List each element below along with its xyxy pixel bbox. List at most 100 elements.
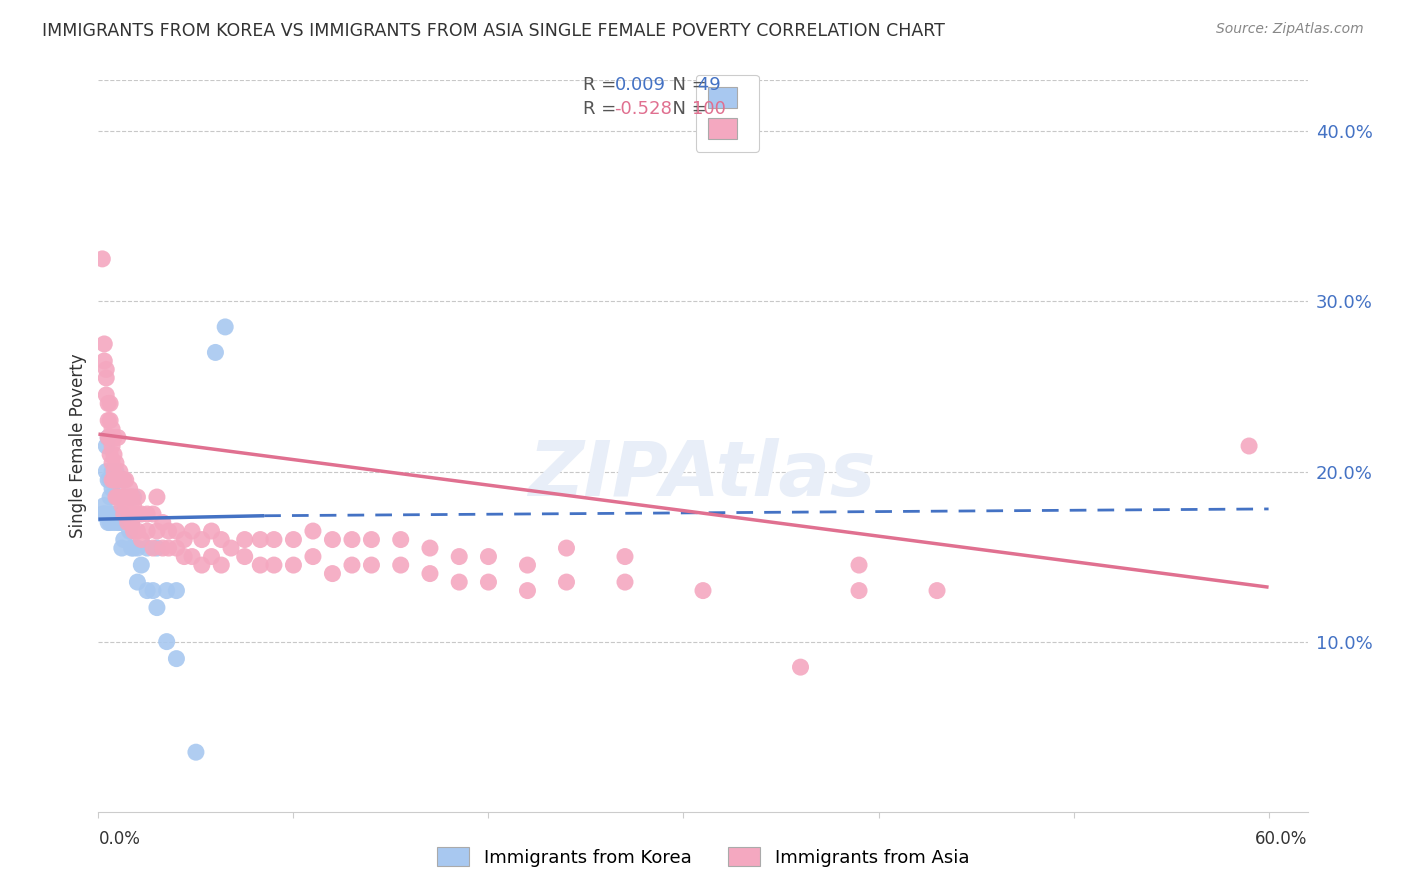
Point — [146, 600, 169, 615]
Point — [122, 490, 145, 504]
Point — [111, 541, 134, 555]
Point — [263, 558, 285, 572]
Point — [214, 320, 236, 334]
Point — [93, 354, 115, 368]
Point — [157, 524, 180, 538]
Point — [96, 388, 118, 402]
Point — [112, 533, 135, 547]
Point — [136, 583, 159, 598]
Point — [124, 507, 146, 521]
Legend: , : , — [696, 75, 759, 152]
Point — [101, 465, 124, 479]
Point — [204, 345, 226, 359]
Point — [97, 430, 120, 444]
Point — [103, 473, 125, 487]
Point — [848, 558, 870, 572]
Point — [93, 337, 115, 351]
Point — [555, 541, 578, 555]
Point — [104, 507, 127, 521]
Y-axis label: Single Female Poverty: Single Female Poverty — [69, 354, 87, 538]
Point — [104, 456, 127, 470]
Point — [127, 490, 149, 504]
Point — [789, 660, 811, 674]
Point — [107, 473, 129, 487]
Point — [191, 533, 214, 547]
Point — [321, 533, 343, 547]
Point — [107, 490, 129, 504]
Point — [165, 524, 187, 538]
Point — [98, 413, 121, 427]
Point — [209, 558, 232, 572]
Point — [173, 533, 195, 547]
Point — [146, 524, 169, 538]
Point — [389, 533, 412, 547]
Point — [449, 549, 471, 564]
Point — [419, 566, 441, 581]
Point — [107, 490, 129, 504]
Point — [340, 558, 363, 572]
Point — [181, 524, 204, 538]
Point — [131, 558, 153, 572]
Point — [121, 490, 143, 504]
Point — [692, 583, 714, 598]
Point — [97, 413, 120, 427]
Point — [112, 490, 135, 504]
Text: N =: N = — [661, 76, 713, 94]
Point — [97, 516, 120, 530]
Point — [146, 541, 169, 555]
Point — [103, 430, 125, 444]
Text: 0.0%: 0.0% — [98, 830, 141, 848]
Point — [614, 549, 637, 564]
Point — [200, 549, 222, 564]
Point — [249, 533, 271, 547]
Point — [249, 558, 271, 572]
Point — [96, 507, 118, 521]
Point — [117, 516, 139, 530]
Point — [516, 558, 538, 572]
Point — [108, 490, 131, 504]
Point — [146, 490, 169, 504]
Point — [117, 516, 139, 530]
Point — [108, 516, 131, 530]
Point — [96, 362, 118, 376]
Point — [925, 583, 948, 598]
Point — [97, 473, 120, 487]
Point — [131, 507, 153, 521]
Point — [555, 575, 578, 590]
Text: -0.528: -0.528 — [614, 100, 672, 118]
Text: ZIPAtlas: ZIPAtlas — [529, 438, 877, 512]
Point — [98, 448, 121, 462]
Point — [118, 490, 141, 504]
Point — [283, 533, 305, 547]
Point — [118, 482, 141, 496]
Text: 60.0%: 60.0% — [1256, 830, 1308, 848]
Point — [121, 516, 143, 530]
Point — [614, 575, 637, 590]
Point — [112, 473, 135, 487]
Point — [103, 516, 125, 530]
Text: N =: N = — [661, 100, 713, 118]
Point — [181, 549, 204, 564]
Point — [97, 396, 120, 410]
Point — [184, 745, 207, 759]
Point — [101, 422, 124, 436]
Point — [209, 533, 232, 547]
Point — [360, 558, 382, 572]
Point — [360, 533, 382, 547]
Point — [477, 575, 499, 590]
Text: 49: 49 — [692, 76, 720, 94]
Point — [103, 465, 125, 479]
Point — [1237, 439, 1260, 453]
Point — [97, 430, 120, 444]
Text: 100: 100 — [692, 100, 725, 118]
Text: R =: R = — [583, 76, 623, 94]
Point — [848, 583, 870, 598]
Point — [118, 507, 141, 521]
Point — [219, 541, 242, 555]
Point — [91, 507, 114, 521]
Point — [340, 533, 363, 547]
Point — [93, 499, 115, 513]
Point — [233, 549, 256, 564]
Point — [122, 541, 145, 555]
Point — [96, 371, 118, 385]
